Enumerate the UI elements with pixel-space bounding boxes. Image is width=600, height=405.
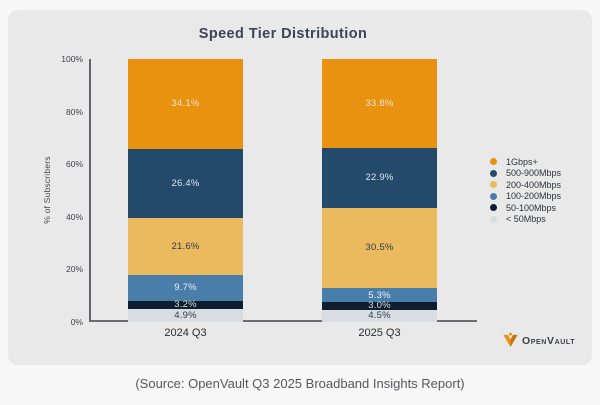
segment-label: 9.7% <box>174 282 197 294</box>
segment-label: 4.5% <box>368 310 391 322</box>
legend-swatch-200-400mbps <box>490 181 497 189</box>
legend-label: 200-400Mbps <box>506 179 562 190</box>
segment-label: 3.2% <box>174 299 197 311</box>
bar-segment-100-200mbps: 5.3% <box>322 288 437 303</box>
segment-label: 5.3% <box>368 289 391 301</box>
bar-segment-100-200mbps: 9.7% <box>128 275 243 301</box>
x-axis-label-2025-q3: 2025 Q3 <box>358 327 401 339</box>
openvault-v-icon <box>503 332 518 347</box>
segment-label: 33.8% <box>365 97 394 109</box>
openvault-logo-text: OpenVault <box>522 334 576 347</box>
legend-item-100-200mbps: 100-200Mbps <box>490 191 561 203</box>
bar-2025-q3: 33.8% 22.9% 30.5% 5.3% 3.0% 4.5% <box>322 59 437 322</box>
bar-segment-50-100mbps: 3.2% <box>128 299 243 311</box>
legend-swatch-100-200mbps <box>490 192 497 200</box>
y-tick-label: 0% <box>70 317 83 327</box>
legend-swatch-50-100mbps <box>490 204 497 212</box>
bar-segment-50mbps: 4.9% <box>128 309 243 322</box>
legend-item-50-100mbps: 50-100Mbps <box>490 202 561 214</box>
segment-label: 34.1% <box>171 98 200 110</box>
bar-segment-200-400mbps: 30.5% <box>322 208 437 289</box>
segment-label: 26.4% <box>171 177 200 189</box>
x-axis-label-2024-q3: 2024 Q3 <box>164 327 207 339</box>
bar-2024-q3: 34.1% 26.4% 21.6% 9.7% 3.2% 4.9% <box>128 59 243 322</box>
y-tick-label: 100% <box>61 54 83 64</box>
legend-label: 500-900Mbps <box>506 168 562 179</box>
bar-segment-50mbps: 4.5% <box>322 310 437 322</box>
segment-label: 21.6% <box>171 240 200 252</box>
legend: 1Gbps+ 500-900Mbps 200-400Mbps 100-200Mbps 5… <box>490 156 561 225</box>
legend-swatch-500-900mbps <box>490 169 497 177</box>
legend-swatch-1gbps <box>490 158 497 166</box>
segment-label: 3.0% <box>368 300 391 312</box>
openvault-logo: OpenVault <box>502 332 575 349</box>
legend-item-50mbps: < 50Mbps <box>490 214 561 226</box>
source-caption: (Source: OpenVault Q3 2025 Broadband Ins… <box>135 376 465 391</box>
bar-segment-200-400mbps: 21.6% <box>128 218 243 276</box>
legend-label: 100-200Mbps <box>506 191 562 202</box>
bar-segment-50-100mbps: 3.0% <box>322 300 437 312</box>
y-tick-label: 60% <box>65 159 83 170</box>
chart-card: Speed Tier Distribution % of Subscribers… <box>8 10 592 365</box>
chart-title: Speed Tier Distribution <box>198 26 368 42</box>
legend-item-500-900mbps: 500-900Mbps <box>490 168 561 180</box>
legend-label: 50-100Mbps <box>506 202 557 213</box>
plot-area <box>89 59 477 322</box>
bar-segment-1gbps: 33.8% <box>322 59 437 148</box>
segment-label: 30.5% <box>365 242 394 254</box>
legend-item-1gbps: 1Gbps+ <box>490 156 561 168</box>
y-tick-label: 20% <box>65 264 83 275</box>
legend-label: 1Gbps+ <box>506 156 538 167</box>
legend-label: < 50Mbps <box>506 214 546 225</box>
bar-segment-500-900mbps: 26.4% <box>128 148 243 219</box>
legend-item-200-400mbps: 200-400Mbps <box>490 179 561 191</box>
bar-segment-500-900mbps: 22.9% <box>322 147 437 209</box>
bar-segment-1gbps: 34.1% <box>128 59 243 149</box>
y-tick-label: 80% <box>65 106 83 117</box>
segment-label: 4.9% <box>174 309 197 321</box>
legend-swatch-50mbps <box>490 215 497 223</box>
y-tick-label: 40% <box>65 211 83 222</box>
segment-label: 22.9% <box>365 172 394 184</box>
